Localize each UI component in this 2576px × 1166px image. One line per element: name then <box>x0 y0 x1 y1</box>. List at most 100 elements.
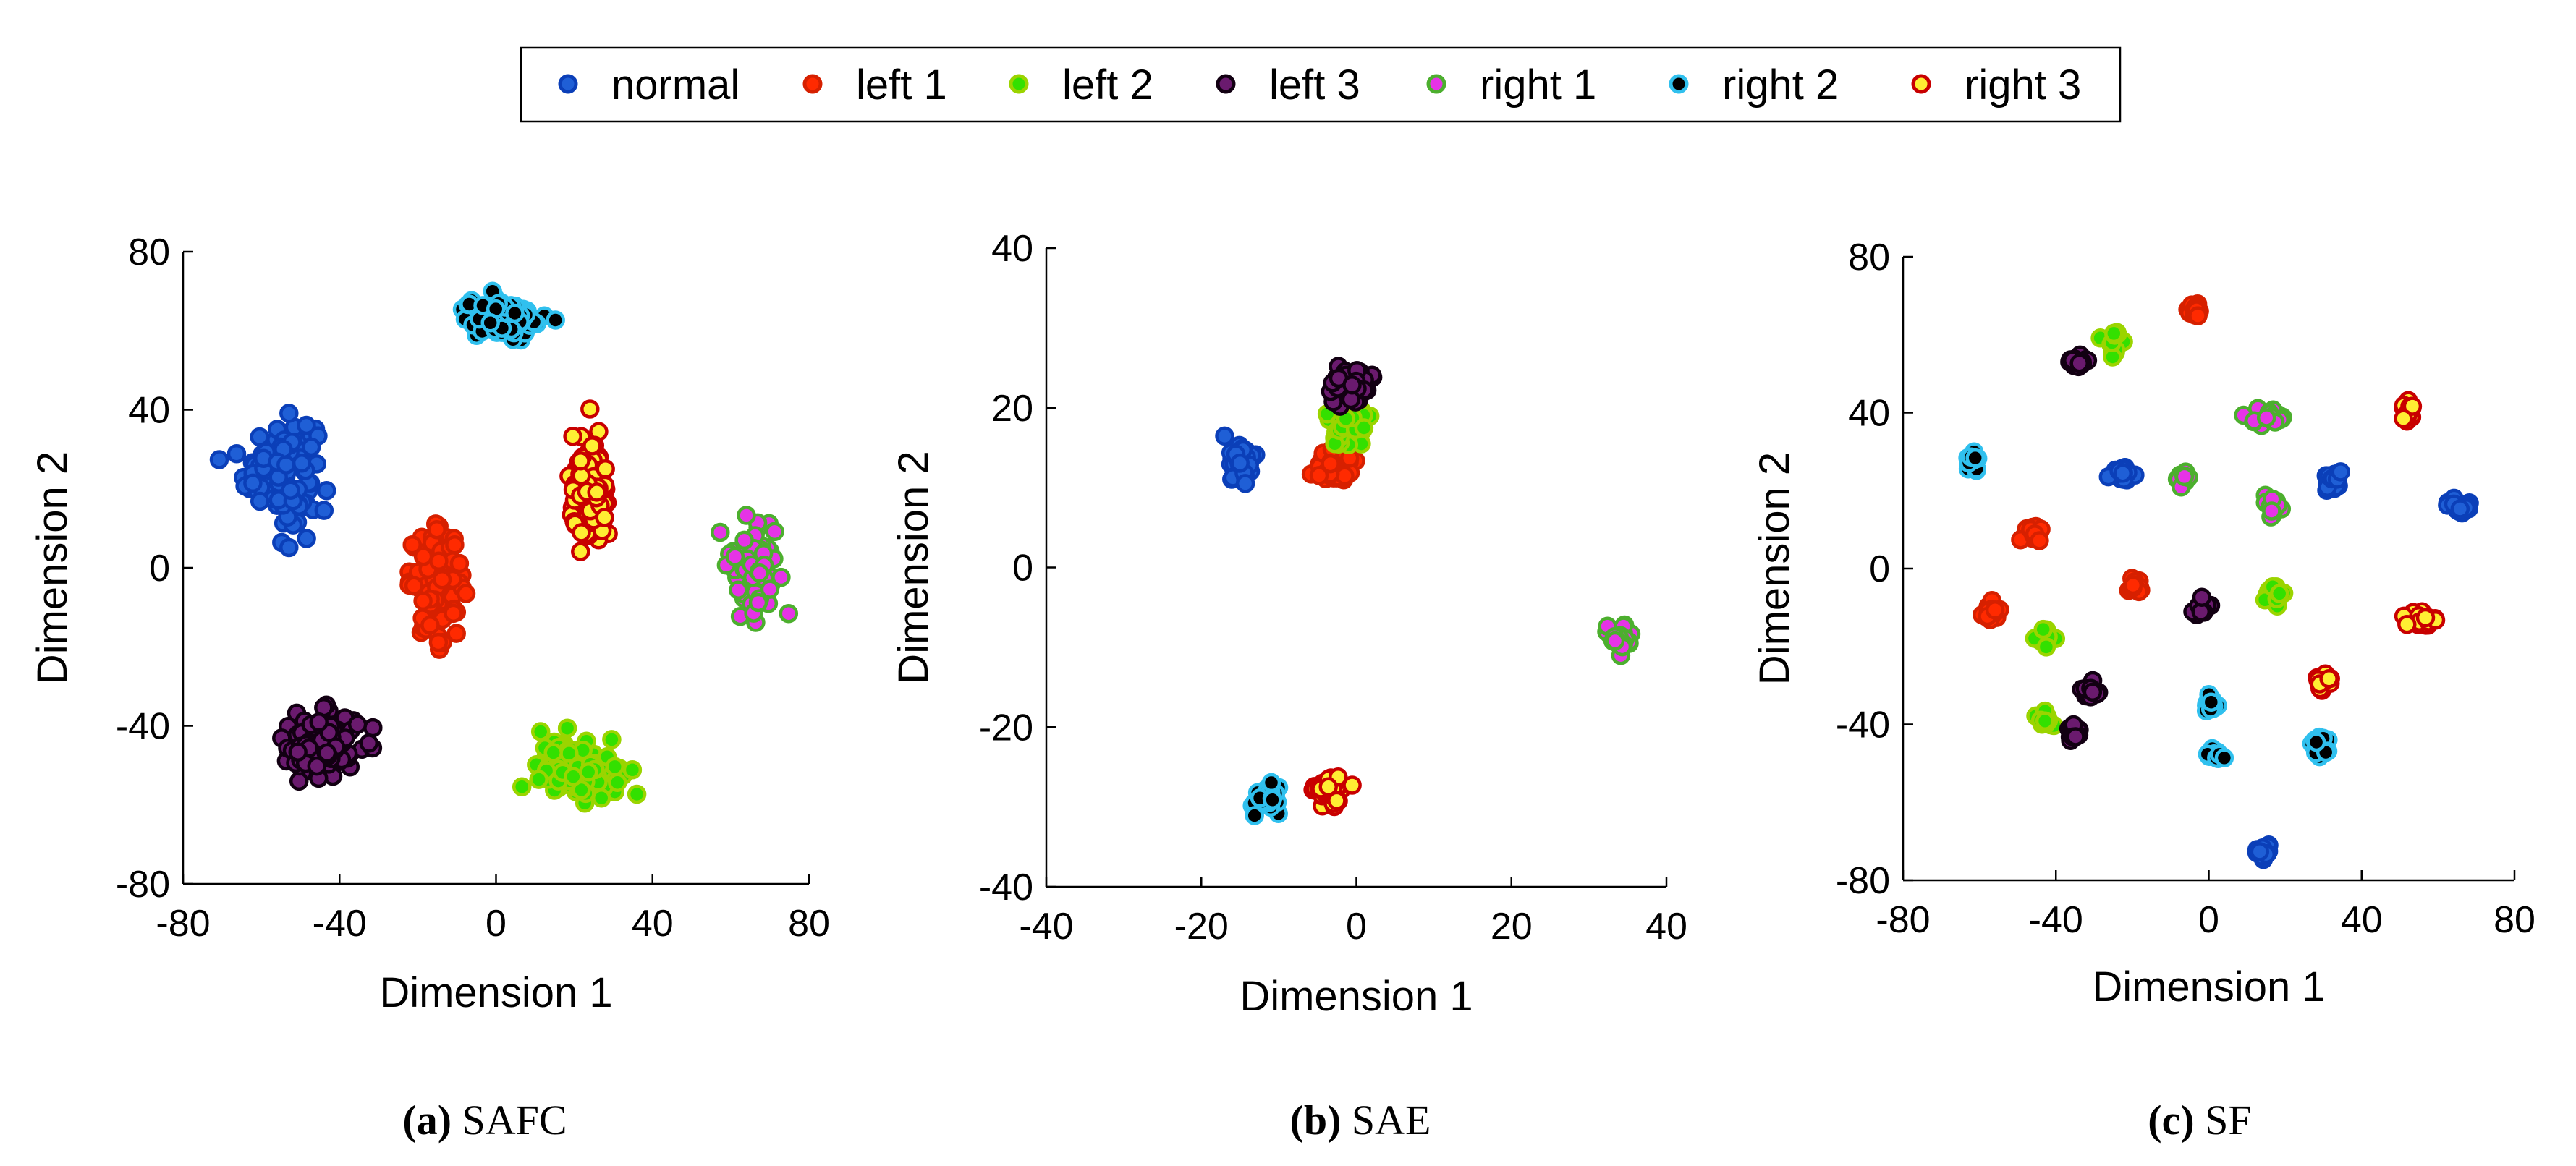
data-point <box>543 743 563 762</box>
data-point <box>605 757 624 777</box>
data-point <box>2066 727 2085 746</box>
svg-text:(b) SAE: (b) SAE <box>1290 1097 1431 1144</box>
y-tick-label: -40 <box>116 706 170 748</box>
legend-label: right 1 <box>1480 61 1596 108</box>
y-tick-label: -20 <box>979 707 1033 749</box>
data-point <box>420 615 440 635</box>
cluster-normal <box>2098 458 2145 490</box>
panel-b-ylabel: Dimension 2 <box>890 451 937 684</box>
data-point <box>750 563 770 583</box>
data-point <box>1309 466 1329 485</box>
legend-label: right 2 <box>1722 61 1839 108</box>
data-point <box>209 450 229 469</box>
data-point <box>279 537 299 558</box>
data-point <box>725 547 745 566</box>
panel-c-xlabel: Dimension 1 <box>2092 963 2325 1010</box>
data-point <box>572 780 591 800</box>
data-point <box>2113 463 2132 483</box>
data-point <box>276 455 296 475</box>
data-point <box>2214 748 2234 768</box>
cluster-normal <box>2316 462 2350 501</box>
y-tick-label: 20 <box>991 388 1033 430</box>
data-point <box>748 592 768 613</box>
panel-b-points <box>1215 357 1641 825</box>
cluster-right-3 <box>2308 664 2340 700</box>
data-point <box>314 501 334 520</box>
cluster-right-3 <box>559 399 618 561</box>
data-point <box>1245 806 1264 825</box>
x-tick-label: 0 <box>1346 906 1367 948</box>
y-tick-label: 80 <box>1848 237 1890 278</box>
data-point <box>1215 426 1234 446</box>
data-point <box>429 551 449 571</box>
data-point <box>250 491 270 511</box>
cluster-right-2 <box>2198 739 2234 768</box>
legend-item-left-3: left 3 <box>1216 61 1360 108</box>
data-point <box>1230 453 1250 473</box>
panel-c-caption-letter: (c) <box>2148 1097 2194 1144</box>
data-point <box>307 756 327 776</box>
x-tick-label: -20 <box>1174 906 1229 948</box>
data-point <box>292 454 312 473</box>
panel-a-ylabel: Dimension 2 <box>29 451 76 684</box>
panel-c-points <box>1958 294 2479 869</box>
data-point <box>432 570 452 590</box>
data-point <box>771 567 791 587</box>
legend-item-right-2: right 2 <box>1669 61 1839 108</box>
panel-b-sae: -40 -20 0 20 40 -40 -20 0 20 40 Dimension 1 Dimen… <box>890 228 1687 1144</box>
data-point <box>1261 773 1281 793</box>
data-point <box>2069 353 2089 373</box>
panel-a-points <box>209 281 799 813</box>
x-tick-label: 20 <box>1491 906 1533 948</box>
cluster-normal <box>209 404 336 558</box>
cluster-left-3 <box>2059 715 2089 751</box>
data-point <box>505 303 525 323</box>
legend-marker <box>1216 74 1236 94</box>
data-point <box>571 451 590 471</box>
data-point <box>546 310 565 330</box>
legend-marker <box>1669 74 1689 94</box>
y-tick-label: 40 <box>991 228 1033 270</box>
data-point <box>557 718 577 738</box>
legend-marker <box>1426 74 1446 94</box>
data-point <box>1342 375 1362 395</box>
data-point <box>580 399 600 419</box>
panel-a-axes: -80 -40 0 40 80 -80 -40 0 40 80 <box>116 231 830 945</box>
data-point <box>627 784 647 804</box>
cluster-left-1 <box>2178 294 2209 325</box>
data-point <box>2331 462 2350 482</box>
data-point <box>765 522 784 542</box>
legend-label: left 2 <box>1062 61 1153 108</box>
legend: normal left 1 left 2 left 3 right 1 right 2 ri… <box>520 46 2122 123</box>
data-point <box>2035 711 2055 731</box>
data-point <box>622 760 643 780</box>
data-point <box>317 480 336 501</box>
data-point <box>317 743 337 763</box>
data-point <box>2030 531 2049 550</box>
data-point <box>2201 692 2221 712</box>
data-point <box>1605 631 1625 651</box>
cluster-right-1 <box>2234 399 2292 435</box>
cluster-right-3 <box>2394 391 2423 431</box>
legend-box <box>520 46 2122 123</box>
panel-c-caption-text: SF <box>2195 1097 2252 1144</box>
data-point <box>734 530 754 550</box>
legend-item-right-3: right 3 <box>1911 61 2081 108</box>
x-tick-label: 0 <box>2198 899 2219 941</box>
data-point <box>2262 501 2281 521</box>
data-point <box>2415 608 2436 628</box>
cluster-right-2 <box>2196 684 2227 721</box>
data-point <box>402 535 422 555</box>
data-point <box>363 718 383 738</box>
data-point <box>2402 396 2423 416</box>
legend-item-left-1: left 1 <box>802 61 947 108</box>
legend-label: left 1 <box>856 61 947 108</box>
x-tick-label: 0 <box>486 903 507 945</box>
y-tick-label: 0 <box>1012 548 1033 590</box>
x-tick-label: -40 <box>2029 899 2083 941</box>
data-point <box>449 553 470 574</box>
cluster-right-2 <box>1958 442 1988 480</box>
data-point <box>2033 619 2053 639</box>
legend-label: left 3 <box>1269 61 1360 108</box>
panel-a-caption: (a) SAFC <box>402 1097 567 1144</box>
